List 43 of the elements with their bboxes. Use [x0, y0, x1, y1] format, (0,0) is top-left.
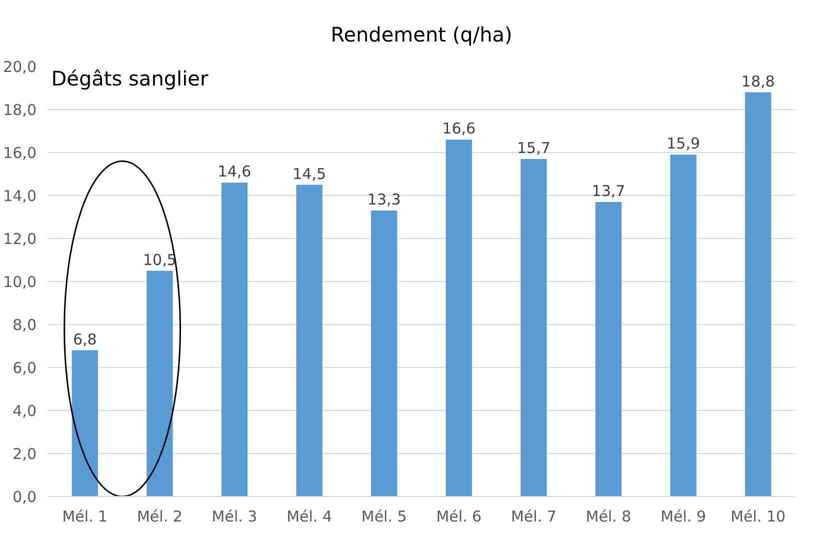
y-tick-label: 16,0: [3, 144, 37, 162]
data-label: 13,3: [367, 190, 401, 209]
y-tick-label: 6,0: [12, 359, 37, 377]
data-label: 18,8: [741, 72, 775, 90]
bar: [371, 210, 398, 496]
data-label: 14,6: [218, 162, 252, 181]
bar: [221, 182, 248, 496]
x-tick-label: Mél. 5: [361, 508, 407, 526]
data-label: 14,5: [292, 164, 326, 183]
y-tick-label: 0,0: [12, 488, 37, 506]
y-tick-label: 8,0: [12, 316, 37, 334]
y-tick-label: 18,0: [3, 101, 37, 119]
bar: [446, 140, 472, 496]
bar: [520, 158, 547, 496]
x-tick-label: Mél. 10: [730, 508, 786, 526]
bar: [670, 154, 696, 496]
x-tick-label: Mél. 9: [660, 508, 706, 526]
y-tick-label: 20,0: [3, 58, 37, 76]
data-label: 16,6: [442, 120, 476, 138]
data-label: 15,7: [517, 138, 550, 157]
bar: [595, 202, 622, 496]
bar: [72, 350, 98, 496]
y-tick-label: 14,0: [3, 187, 37, 205]
x-tick-label: Mél. 4: [286, 508, 332, 526]
bar: [146, 270, 173, 496]
y-tick-label: 12,0: [3, 230, 37, 248]
x-tick-label: Mél. 2: [136, 508, 182, 526]
y-tick-label: 2,0: [12, 445, 37, 463]
y-tick-label: 10,0: [3, 273, 37, 291]
x-tick-label: Mél. 1: [62, 508, 108, 526]
y-tick-label: 4,0: [12, 402, 37, 420]
x-tick-label: Mél. 6: [436, 508, 482, 526]
data-label: 13,7: [592, 182, 626, 200]
x-tick-label: Mél. 8: [586, 508, 632, 526]
data-label: 6,8: [72, 330, 97, 348]
x-tick-label: Mél. 7: [510, 508, 556, 526]
x-tick-label: Mél. 3: [212, 508, 258, 526]
bar: [745, 92, 772, 496]
bar: [296, 184, 322, 496]
data-label: 15,9: [666, 134, 700, 153]
chart-title: Rendement (q/ha): [330, 22, 512, 46]
data-label: 10,5: [143, 250, 176, 269]
annotation: Dégâts sanglier: [51, 66, 209, 90]
